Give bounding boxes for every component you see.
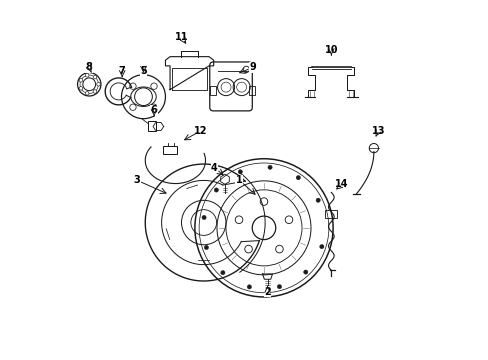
Text: 7: 7 (119, 66, 125, 76)
Circle shape (319, 244, 324, 249)
Circle shape (238, 170, 242, 174)
Text: 10: 10 (324, 45, 337, 55)
Circle shape (303, 270, 307, 274)
Bar (325, 211, 337, 218)
Bar (209, 86, 216, 95)
Circle shape (267, 165, 272, 170)
Text: 1: 1 (235, 175, 242, 185)
Circle shape (97, 82, 100, 86)
Text: 4: 4 (210, 163, 217, 172)
Bar (248, 86, 255, 95)
Text: 14: 14 (335, 179, 348, 189)
Text: 3: 3 (133, 175, 140, 185)
Text: 9: 9 (249, 62, 256, 72)
Circle shape (220, 270, 224, 275)
Circle shape (93, 75, 97, 79)
Circle shape (202, 215, 206, 220)
Circle shape (247, 285, 251, 289)
Circle shape (85, 91, 89, 95)
Text: 13: 13 (371, 126, 385, 136)
Text: 12: 12 (193, 126, 206, 136)
Text: 5: 5 (140, 66, 146, 76)
Text: 11: 11 (174, 32, 188, 42)
Bar (163, 146, 177, 154)
Circle shape (296, 176, 300, 180)
Text: 2: 2 (264, 287, 270, 297)
Text: 6: 6 (150, 105, 157, 115)
Circle shape (79, 78, 82, 82)
Circle shape (214, 188, 218, 192)
Circle shape (85, 73, 89, 77)
Circle shape (315, 198, 320, 202)
Circle shape (79, 86, 82, 90)
Circle shape (277, 284, 281, 289)
Text: 8: 8 (85, 62, 93, 72)
Bar (147, 121, 156, 131)
Circle shape (93, 90, 97, 93)
Circle shape (204, 246, 208, 249)
